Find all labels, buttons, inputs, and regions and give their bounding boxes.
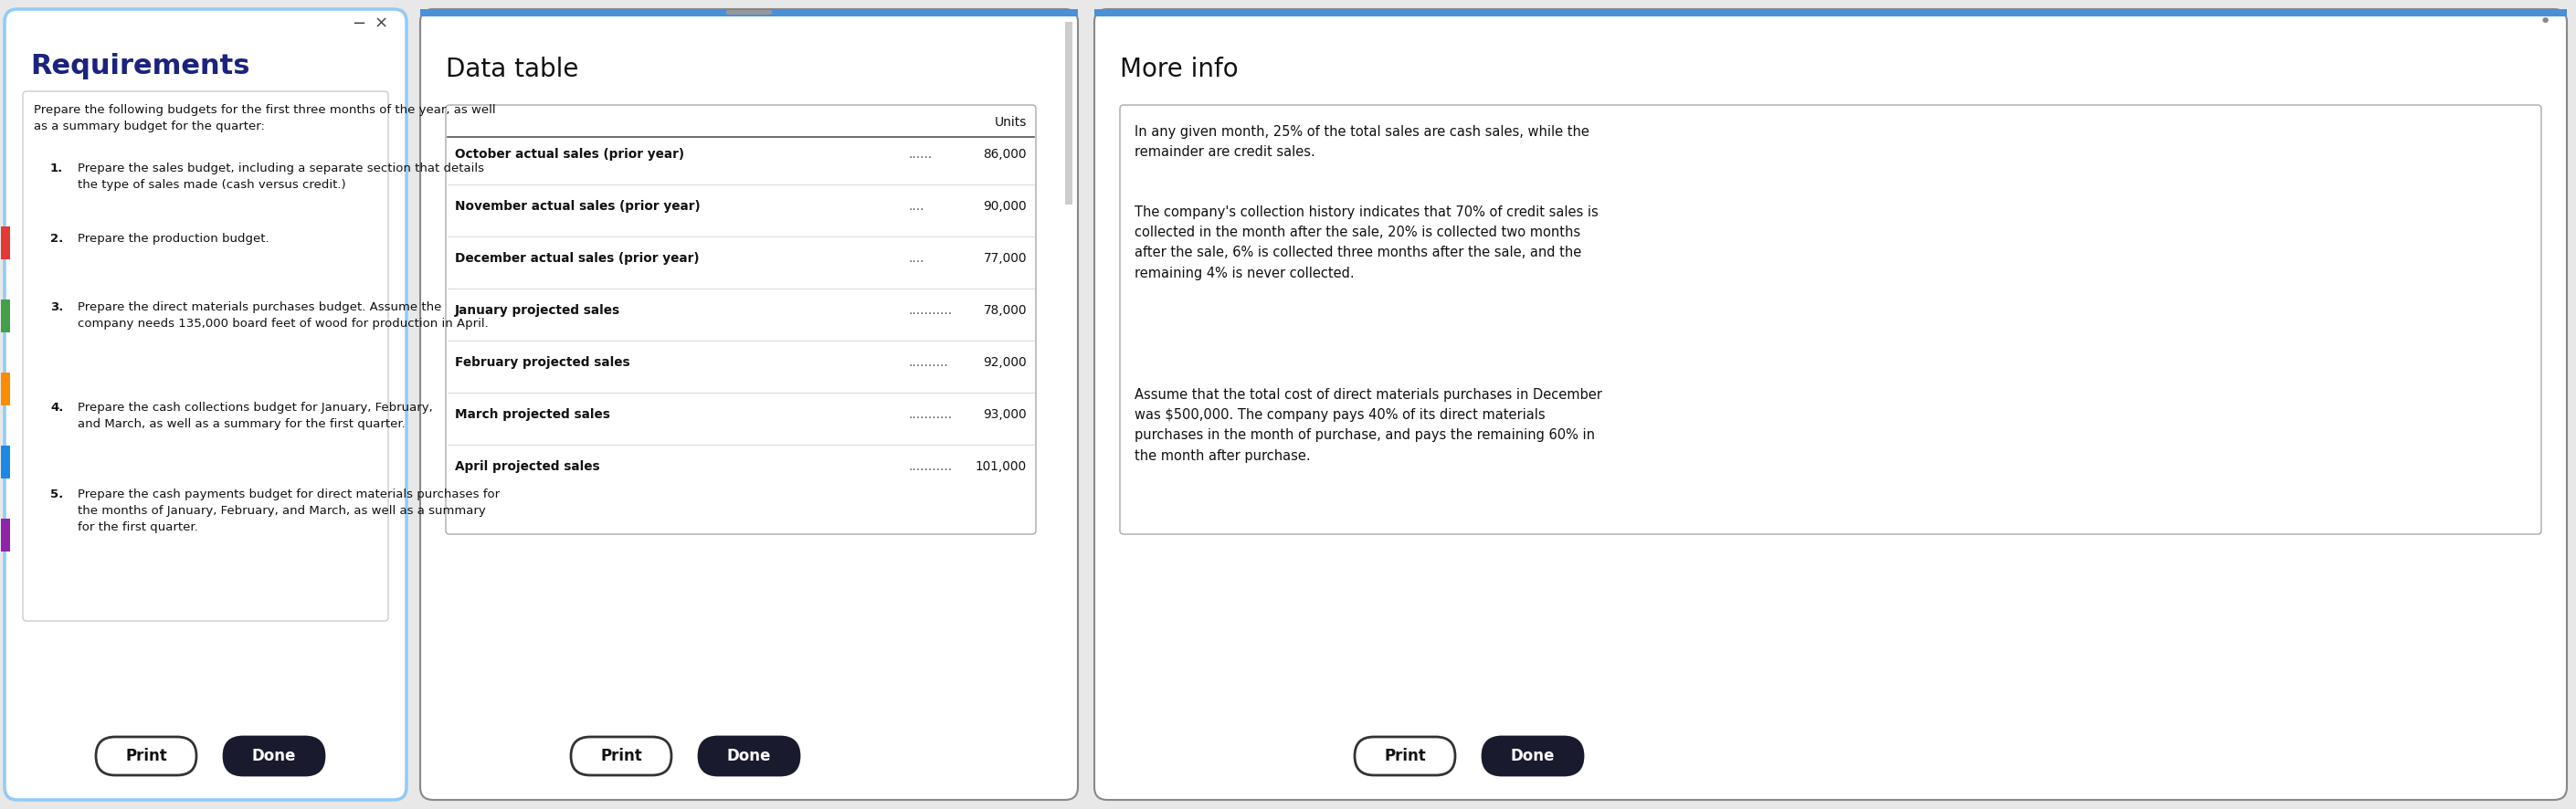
Bar (0, 227, 10, 260)
Text: 93,000: 93,000 (984, 409, 1028, 421)
Bar (0, 446, 10, 478)
Text: April projected sales: April projected sales (456, 460, 600, 473)
Text: The company's collection history indicates that 70% of credit sales is
collected: The company's collection history indicat… (1133, 205, 1597, 280)
Bar (1064, 22, 1072, 205)
Text: ....: .... (907, 252, 925, 265)
Text: Prepare the cash collections budget for January, February,
and March, as well as: Prepare the cash collections budget for … (77, 402, 433, 430)
FancyBboxPatch shape (1484, 737, 1584, 775)
Bar (1095, 9, 2566, 16)
Bar (0, 372, 10, 405)
FancyBboxPatch shape (420, 9, 1077, 800)
Text: Done: Done (726, 748, 770, 765)
Text: Data table: Data table (446, 57, 580, 83)
Text: In any given month, 25% of the total sales are cash sales, while the
remainder a: In any given month, 25% of the total sal… (1133, 125, 1589, 159)
Text: ......: ...... (907, 148, 933, 161)
FancyBboxPatch shape (1355, 737, 1455, 775)
Text: 77,000: 77,000 (984, 252, 1028, 265)
Text: ...........: ........... (907, 460, 953, 473)
Text: Prepare the sales budget, including a separate section that details
the type of : Prepare the sales budget, including a se… (77, 163, 484, 191)
Text: Prepare the direct materials purchases budget. Assume the
company needs 135,000 : Prepare the direct materials purchases b… (77, 301, 489, 329)
Text: 5.: 5. (52, 489, 64, 501)
FancyBboxPatch shape (446, 105, 1036, 534)
FancyBboxPatch shape (1121, 105, 2543, 534)
Text: Requirements: Requirements (31, 53, 250, 79)
Text: Prepare the following budgets for the first three months of the year, as well
as: Prepare the following budgets for the fi… (33, 104, 495, 133)
Text: •: • (2540, 13, 2550, 31)
Text: December actual sales (prior year): December actual sales (prior year) (456, 252, 698, 265)
Text: Units: Units (994, 116, 1028, 129)
FancyBboxPatch shape (23, 91, 389, 621)
Text: January projected sales: January projected sales (456, 304, 621, 317)
Text: 86,000: 86,000 (984, 148, 1028, 161)
Text: 92,000: 92,000 (984, 356, 1028, 369)
Bar (420, 9, 1077, 16)
Text: Prepare the production budget.: Prepare the production budget. (77, 233, 268, 244)
FancyBboxPatch shape (1095, 9, 2566, 800)
FancyBboxPatch shape (572, 737, 672, 775)
Text: ...........: ........... (907, 304, 953, 317)
Text: 2.: 2. (52, 233, 64, 244)
Text: ..........: .......... (907, 356, 948, 369)
Text: ...........: ........... (907, 409, 953, 421)
Text: Print: Print (126, 748, 167, 765)
Text: February projected sales: February projected sales (456, 356, 631, 369)
Text: More info: More info (1121, 57, 1239, 83)
Text: Print: Print (600, 748, 641, 765)
Text: Done: Done (252, 748, 296, 765)
Text: ×: × (374, 15, 389, 32)
FancyBboxPatch shape (224, 737, 325, 775)
FancyBboxPatch shape (726, 10, 773, 15)
Text: 4.: 4. (52, 402, 64, 413)
Bar (0, 519, 10, 552)
Bar (0, 299, 10, 332)
Text: Print: Print (1383, 748, 1427, 765)
Text: November actual sales (prior year): November actual sales (prior year) (456, 200, 701, 213)
Text: 90,000: 90,000 (984, 200, 1028, 213)
Text: Assume that the total cost of direct materials purchases in December
was $500,00: Assume that the total cost of direct mat… (1133, 388, 1602, 463)
Text: −: − (353, 15, 366, 32)
Text: 78,000: 78,000 (984, 304, 1028, 317)
FancyBboxPatch shape (95, 737, 196, 775)
Text: March projected sales: March projected sales (456, 409, 611, 421)
Text: Prepare the cash payments budget for direct materials purchases for
the months o: Prepare the cash payments budget for dir… (77, 489, 500, 533)
FancyBboxPatch shape (5, 9, 407, 800)
Text: 3.: 3. (52, 301, 64, 313)
Text: Done: Done (1510, 748, 1556, 765)
Text: October actual sales (prior year): October actual sales (prior year) (456, 148, 685, 161)
FancyBboxPatch shape (698, 737, 799, 775)
Text: 101,000: 101,000 (976, 460, 1028, 473)
Text: 1.: 1. (52, 163, 64, 175)
Text: ....: .... (907, 200, 925, 213)
